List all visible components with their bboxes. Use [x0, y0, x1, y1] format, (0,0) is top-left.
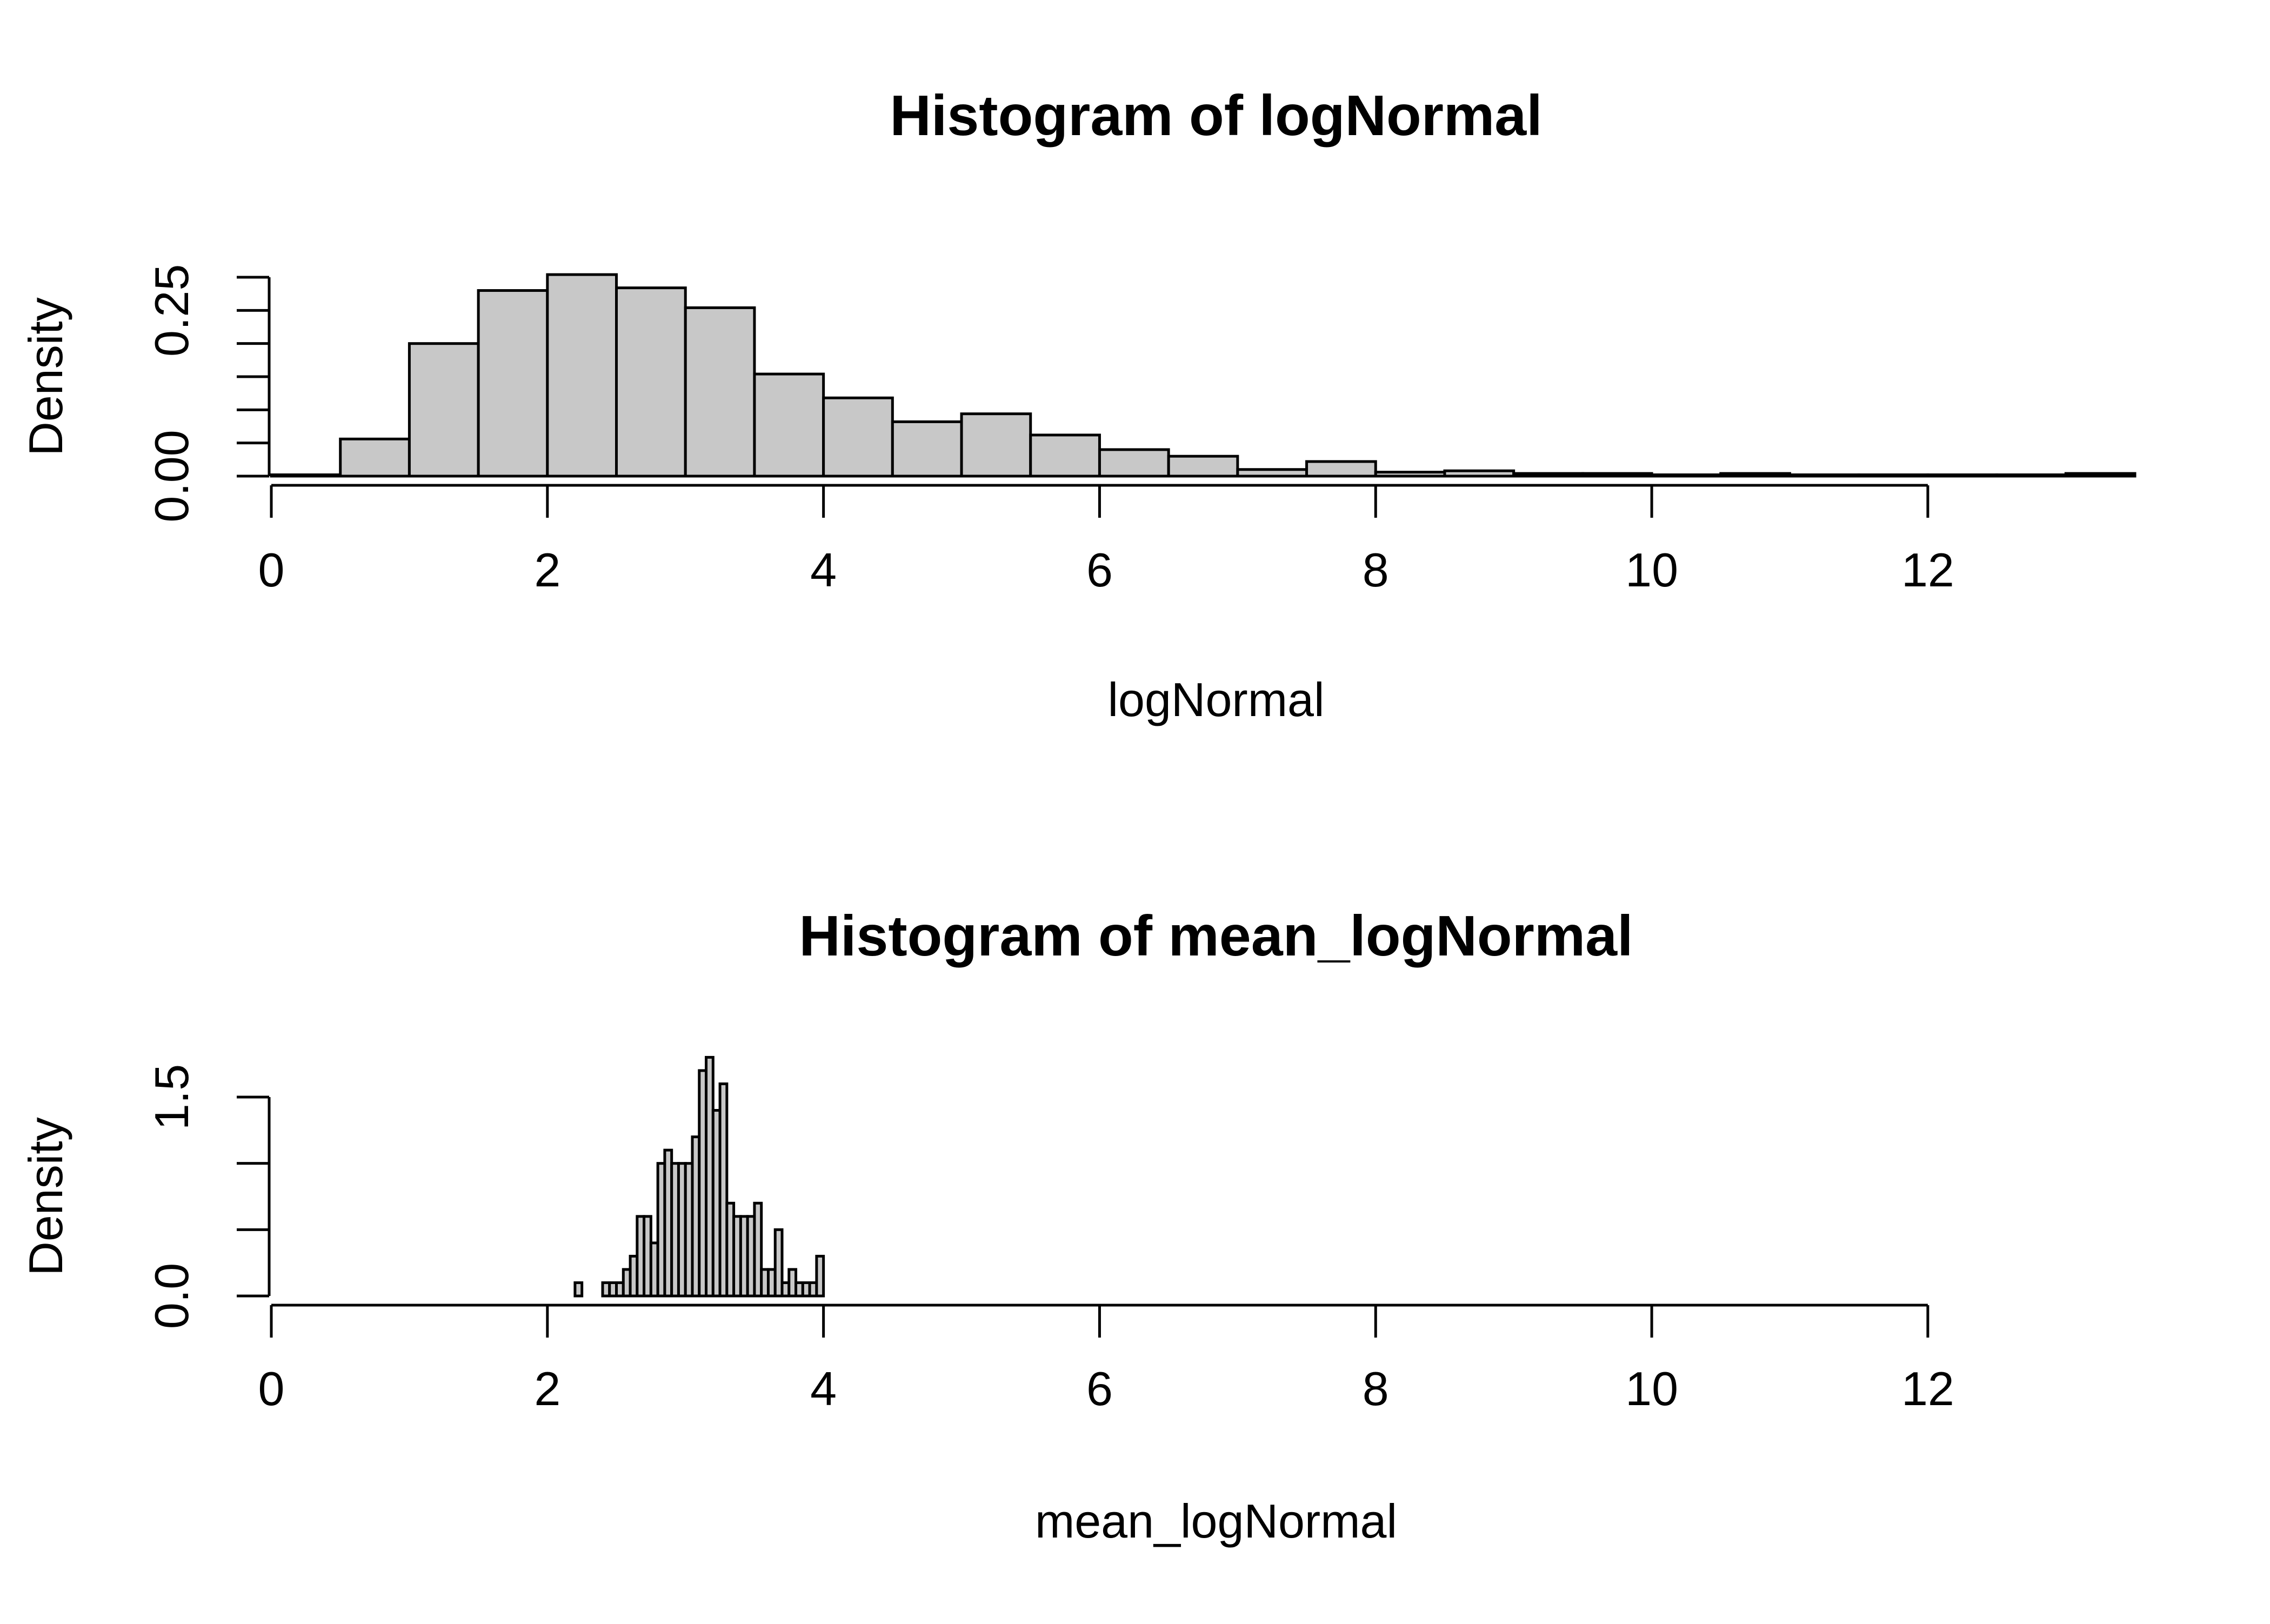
histogram-bar [773, 1228, 784, 1298]
histogram-bar [960, 412, 1032, 478]
x-tick-label: 6 [1086, 1362, 1113, 1415]
histogram-bar [408, 342, 480, 478]
y-axis-label: Density [19, 297, 72, 456]
x-tick-label: 0 [258, 543, 285, 597]
y-tick-label: 0.25 [145, 264, 198, 357]
histogram-bar [753, 1201, 763, 1298]
histogram-bar [1512, 472, 1584, 478]
histogram-bar [1650, 473, 1722, 478]
histogram-bar [1719, 472, 1791, 478]
histogram-bar [546, 273, 618, 478]
histogram-bar [1098, 448, 1170, 478]
x-tick-label: 2 [534, 543, 560, 597]
x-tick-label: 4 [810, 1362, 837, 1415]
histogram-bar [1029, 433, 1101, 478]
histogram-bar [1305, 460, 1377, 478]
histogram-bar [1995, 473, 2067, 478]
x-tick-label: 2 [534, 1362, 560, 1415]
histogram-bar [1167, 455, 1239, 478]
histogram-bar [573, 1281, 584, 1298]
x-tick-label: 12 [1901, 543, 1954, 597]
y-tick-label: 0.0 [145, 1263, 198, 1329]
x-axis-label: mean_logNormal [1035, 1494, 1397, 1548]
chart-title: Histogram of mean_logNormal [799, 904, 1633, 968]
x-tick-label: 6 [1086, 543, 1113, 597]
histogram-bar [815, 1254, 825, 1298]
histogram-bar [2064, 472, 2137, 478]
y-axis-label: Density [19, 1117, 72, 1275]
histogram-bar [615, 286, 687, 478]
x-tick-label: 8 [1363, 543, 1389, 597]
histogram-bar [753, 372, 825, 478]
x-tick-label: 10 [1625, 543, 1678, 597]
x-tick-label: 0 [258, 1362, 285, 1415]
histogram-lognormal-panel: Histogram of logNormal 0 2 4 6 8 10 12 0.00 0.25 l… [19, 84, 2137, 726]
x-tick-label: 8 [1363, 1362, 1389, 1415]
histogram-bar [1443, 469, 1515, 478]
histogram-bar [1374, 471, 1446, 478]
histogram-bar [1857, 473, 1929, 478]
chart-title: Histogram of logNormal [890, 84, 1542, 148]
histogram-bar [1788, 473, 1860, 478]
x-tick-label: 10 [1625, 1362, 1678, 1415]
histogram-bar [891, 420, 963, 478]
x-tick-label: 4 [810, 543, 837, 597]
x-axis-label: logNormal [1107, 673, 1324, 726]
histogram-bar [718, 1082, 729, 1298]
histogram-mean-lognormal-panel: Histogram of mean_logNormal 0 2 4 6 8 10 12 0.0 1… [19, 904, 1954, 1548]
y-tick-label: 0.00 [145, 430, 198, 522]
x-tick-label: 12 [1901, 1362, 1954, 1415]
histogram-bar [1926, 473, 1999, 478]
histogram-bar [477, 289, 549, 478]
histogram-bar [1236, 468, 1308, 478]
histogram-bar [270, 473, 342, 478]
histogram-bar [822, 396, 894, 478]
histogram-bar [339, 437, 411, 478]
y-tick-label: 1.5 [145, 1064, 198, 1130]
histogram-bar [684, 306, 756, 478]
histogram-bar [1581, 472, 1653, 478]
